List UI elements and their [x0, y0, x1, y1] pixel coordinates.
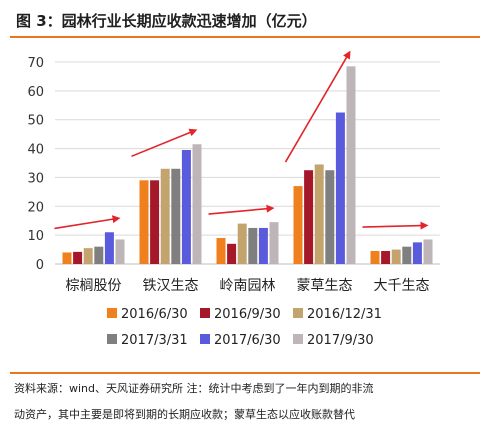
bar: [139, 180, 149, 264]
trend-arrows: [54, 50, 429, 230]
bar: [314, 164, 324, 264]
bars: [62, 66, 433, 264]
x-tick-label: 大千生态: [374, 278, 430, 294]
y-tick-label: 10: [27, 229, 44, 244]
figure-title: 图 3：园林行业长期应收款迅速增加（亿元）: [16, 12, 317, 30]
x-tick-label: 蒙草生态: [297, 278, 353, 294]
bar: [181, 150, 191, 264]
bar: [423, 239, 433, 264]
bar: [381, 251, 391, 264]
bar: [248, 227, 258, 264]
bar: [160, 168, 170, 264]
bar: [104, 232, 114, 264]
bar: [391, 249, 401, 264]
x-axis-labels: 棕榈股份 铁汉生态 岭南园林 蒙草生态 大千生态: [66, 278, 430, 294]
bar-chart: 0 10 20 30 40 50 60 70 棕榈股份 铁汉生态 岭南园林 蒙草生态 大千生态 201…: [27, 50, 440, 348]
bar: [370, 251, 380, 264]
legend-swatch: [293, 308, 303, 318]
bar: [94, 246, 104, 264]
legend-label: 2016/12/31: [307, 307, 382, 322]
x-tick-label: 铁汉生态: [143, 278, 199, 294]
source-note-line-1: 资料来源：wind、天风证券研究所 注：统计中考虑到了一年内到期的非流: [14, 382, 374, 395]
y-tick-label: 40: [27, 143, 44, 158]
bar: [73, 251, 83, 264]
bar: [258, 227, 268, 264]
x-tick-label: 棕榈股份: [66, 278, 122, 294]
x-tick-label: 岭南园林: [220, 278, 276, 294]
legend-label: 2017/3/31: [121, 333, 188, 348]
legend-label: 2017/6/30: [214, 333, 281, 348]
y-tick-label: 70: [27, 56, 44, 71]
legend-swatch: [107, 308, 117, 318]
bar: [304, 170, 314, 264]
trend-arrow: [362, 221, 429, 230]
bar: [237, 223, 247, 264]
bar: [192, 144, 202, 264]
source-note-line-2: 动资产，其中主要是即将到期的长期应收款；蒙草生态以应收账款替代: [14, 408, 355, 421]
legend-swatch: [200, 308, 210, 318]
legend-label: 2017/9/30: [307, 333, 374, 348]
trend-arrow: [54, 215, 121, 230]
bar: [115, 239, 125, 264]
footer-divider: [10, 372, 480, 374]
bar: [269, 222, 279, 264]
bar: [325, 170, 335, 264]
trend-arrow: [131, 128, 198, 158]
legend: 2016/6/30 2016/9/30 2016/12/31 2017/3/31 201…: [107, 307, 382, 348]
gridlines: [55, 61, 440, 265]
bar: [402, 246, 412, 264]
y-tick-label: 30: [27, 171, 44, 186]
bar: [150, 180, 160, 264]
bar: [293, 186, 303, 264]
bar: [335, 112, 345, 264]
y-axis: 0 10 20 30 40 50 60 70: [27, 56, 44, 273]
y-tick-label: 60: [27, 85, 44, 100]
bar: [346, 66, 356, 264]
figure-title-bar: 图 3：园林行业长期应收款迅速增加（亿元）: [10, 4, 480, 38]
legend-label: 2016/6/30: [121, 307, 188, 322]
legend-label: 2016/9/30: [214, 307, 281, 322]
trend-arrow: [208, 204, 275, 215]
bar: [216, 238, 226, 264]
bar: [227, 243, 237, 264]
trend-arrow: [284, 50, 351, 163]
y-tick-label: 0: [36, 258, 44, 273]
y-tick-label: 50: [27, 114, 44, 129]
legend-swatch: [200, 334, 210, 344]
bar: [412, 242, 422, 264]
bar: [171, 168, 181, 264]
y-tick-label: 20: [27, 200, 44, 215]
bar: [62, 252, 72, 264]
legend-swatch: [107, 334, 117, 344]
bar: [83, 248, 93, 264]
title-divider: [10, 36, 480, 38]
legend-swatch: [293, 334, 303, 344]
